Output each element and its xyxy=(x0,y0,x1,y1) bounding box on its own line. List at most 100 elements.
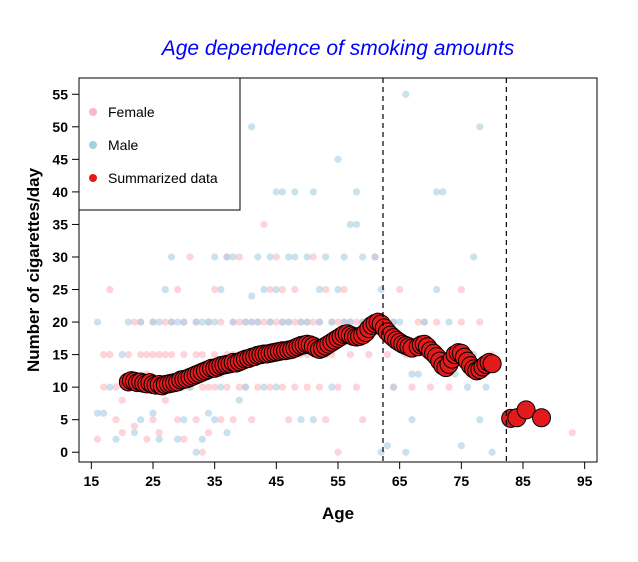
female-point xyxy=(198,351,206,359)
male-point xyxy=(408,370,416,378)
male-point xyxy=(482,383,490,391)
male-point xyxy=(130,429,139,437)
female-point xyxy=(118,396,126,404)
y-tick-label: 15 xyxy=(52,347,68,363)
female-point xyxy=(291,318,299,326)
x-tick-label: 45 xyxy=(269,473,285,489)
male-point xyxy=(272,285,280,294)
x-tick-label: 15 xyxy=(84,473,100,489)
female-point xyxy=(457,318,465,326)
male-point xyxy=(266,318,274,326)
y-tick-label: 50 xyxy=(52,119,68,135)
male-point xyxy=(420,318,428,326)
male-point xyxy=(408,416,416,424)
male-point xyxy=(248,123,256,131)
male-point xyxy=(278,188,287,196)
female-point xyxy=(266,383,274,391)
male-point xyxy=(229,318,237,326)
male-point xyxy=(389,383,398,391)
y-tick-label: 10 xyxy=(52,379,68,395)
male-point xyxy=(433,285,441,294)
male-point xyxy=(137,318,145,326)
male-point xyxy=(180,318,188,326)
male-point xyxy=(248,292,256,300)
male-point xyxy=(254,318,262,326)
male-point xyxy=(204,318,213,326)
female-point xyxy=(130,318,139,326)
legend-marker-summarized xyxy=(89,174,97,182)
male-point xyxy=(278,318,287,326)
male-point xyxy=(322,253,330,261)
male-point xyxy=(223,429,231,437)
female-point xyxy=(235,318,243,326)
male-point xyxy=(371,253,379,261)
male-point xyxy=(476,416,484,424)
female-point xyxy=(143,351,151,359)
male-point xyxy=(334,155,342,163)
female-point xyxy=(260,318,268,326)
male-point xyxy=(285,318,293,326)
female-point xyxy=(272,318,280,326)
y-tick-label: 0 xyxy=(60,444,68,460)
female-point xyxy=(130,422,139,430)
female-point xyxy=(272,253,280,261)
female-point xyxy=(476,318,484,326)
male-point xyxy=(235,396,243,404)
male-point xyxy=(377,448,385,456)
male-point xyxy=(260,285,268,294)
male-point xyxy=(93,318,102,326)
male-point xyxy=(174,435,182,443)
female-point xyxy=(457,285,465,294)
male-point xyxy=(229,253,237,261)
female-point xyxy=(445,383,453,391)
female-point xyxy=(211,285,219,294)
male-point xyxy=(315,285,324,294)
female-point xyxy=(322,285,330,294)
male-point xyxy=(155,318,163,326)
y-axis-label: Number of cigarettes/day xyxy=(24,167,43,372)
female-point xyxy=(303,383,311,391)
female-point xyxy=(112,383,120,391)
female-point xyxy=(235,383,243,391)
male-point xyxy=(149,318,157,326)
male-point xyxy=(180,416,188,424)
male-point xyxy=(352,188,361,196)
male-point xyxy=(167,318,176,326)
female-point xyxy=(198,448,206,456)
female-point xyxy=(383,351,391,359)
male-point xyxy=(328,383,336,391)
male-point xyxy=(328,318,336,326)
female-point xyxy=(211,383,219,391)
x-tick-label: 25 xyxy=(145,473,161,489)
legend-label-summarized: Summarized data xyxy=(108,170,218,186)
male-point xyxy=(248,318,256,326)
female-point xyxy=(248,416,256,424)
male-point xyxy=(204,409,213,417)
male-point xyxy=(359,253,367,261)
female-point xyxy=(359,416,367,424)
male-point xyxy=(463,383,472,391)
female-point xyxy=(204,383,213,391)
male-point xyxy=(254,253,262,261)
male-point xyxy=(124,318,132,326)
female-point xyxy=(346,351,354,359)
female-point xyxy=(309,253,317,261)
male-point xyxy=(303,318,311,326)
male-point xyxy=(414,370,422,378)
female-point xyxy=(174,285,182,294)
female-point xyxy=(180,435,188,443)
data-points xyxy=(93,90,576,456)
female-point xyxy=(186,253,194,261)
male-point xyxy=(402,448,410,456)
male-point xyxy=(439,188,447,196)
x-tick-label: 55 xyxy=(330,473,346,489)
y-axis: 0 5 10 15 20 25 30 35 40 45 50 55 xyxy=(52,86,79,460)
x-axis: 15 25 35 45 55 65 75 85 95 xyxy=(84,462,593,489)
female-point xyxy=(167,351,176,359)
female-point xyxy=(352,383,361,391)
female-point xyxy=(192,351,200,359)
female-point xyxy=(137,351,145,359)
y-tick-label: 35 xyxy=(52,216,68,232)
female-point xyxy=(161,318,169,326)
